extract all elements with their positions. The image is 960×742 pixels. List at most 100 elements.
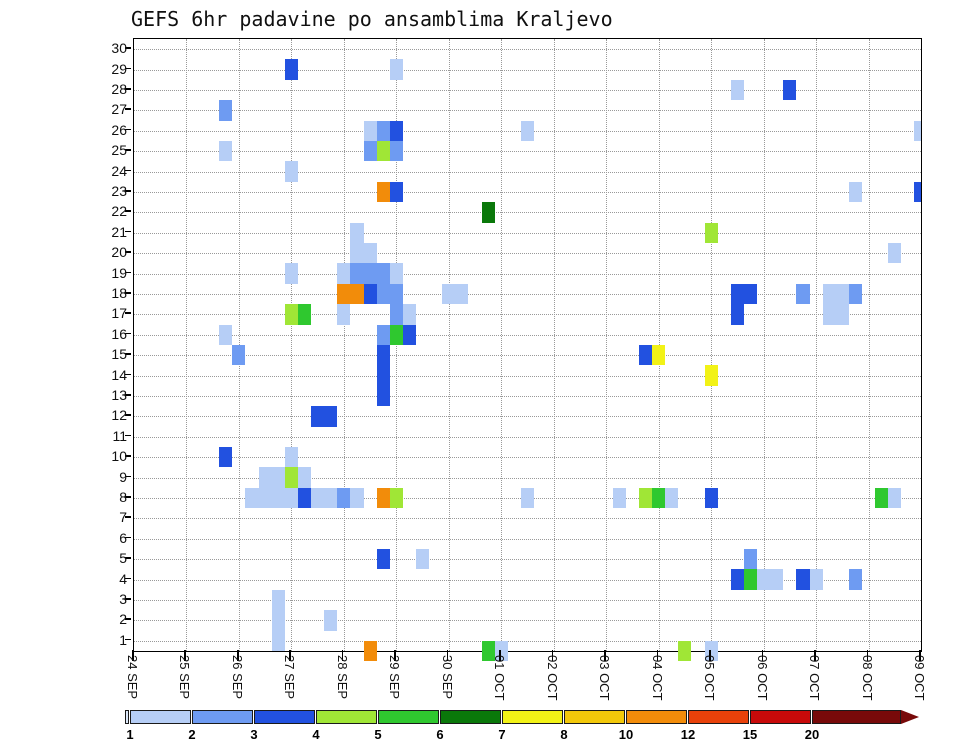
heatmap-cell: [337, 263, 351, 284]
row-gridline: [134, 477, 921, 479]
colorbar-segment: [254, 710, 315, 724]
x-axis-label: 04 OCT: [649, 655, 665, 701]
heatmap-cell: [350, 283, 364, 305]
row-gridline: [134, 151, 921, 153]
date-gridline: [816, 39, 818, 651]
heatmap-cell: [389, 120, 403, 141]
y-axis-tick: [125, 169, 131, 172]
colorbar-label: 1: [126, 727, 134, 742]
heatmap-cell: [376, 181, 390, 203]
colorbar-label: 10: [618, 727, 634, 742]
x-axis-label: 08 OCT: [859, 655, 875, 701]
date-gridline: [448, 39, 450, 651]
heatmap-cell: [271, 630, 285, 651]
heatmap-cell: [822, 304, 836, 325]
x-axis-label: 29 SEP: [387, 655, 403, 700]
heatmap-cell: [337, 283, 351, 305]
heatmap-cell: [324, 610, 338, 631]
y-axis-label: 8: [119, 489, 127, 505]
row-gridline: [134, 396, 921, 397]
heatmap-cell: [337, 304, 351, 325]
colorbar-label: 5: [374, 727, 382, 742]
heatmap-cell: [376, 345, 390, 366]
heatmap-cell: [402, 304, 416, 325]
colorbar-label: 20: [804, 727, 820, 742]
heatmap-cell: [389, 487, 403, 509]
row-gridline: [134, 212, 921, 214]
x-axis-label: 07 OCT: [807, 655, 823, 701]
heatmap-cell: [875, 487, 889, 509]
y-axis-tick: [125, 88, 131, 90]
x-axis-tick: [761, 650, 764, 661]
y-axis-tick: [125, 149, 131, 151]
colorbar-segment: [130, 710, 191, 724]
colorbar-label: 2: [188, 727, 196, 742]
y-axis-label: 26: [111, 121, 127, 138]
heatmap-cell: [232, 345, 246, 366]
y-axis-tick: [125, 638, 131, 641]
y-axis-tick: [125, 190, 131, 192]
x-axis-label: 09 OCT: [912, 655, 927, 701]
row-gridline: [134, 90, 921, 91]
row-gridline: [134, 600, 921, 601]
heatmap-cell: [704, 222, 718, 243]
heatmap-cell: [284, 467, 298, 488]
heatmap-cell: [704, 487, 718, 509]
y-axis-label: 20: [111, 244, 127, 261]
row-gridline: [134, 69, 921, 71]
colorbar-segment: [502, 710, 563, 724]
y-axis-label: 29: [111, 60, 127, 77]
y-axis-tick: [125, 292, 131, 294]
heatmap-cell: [284, 263, 298, 284]
y-axis-label: 18: [111, 285, 127, 301]
heatmap-cell: [770, 569, 784, 590]
colorbar-segment: [750, 710, 811, 724]
heatmap-cell: [888, 487, 902, 509]
heatmap-cell: [389, 181, 403, 203]
x-axis-label: 05 OCT: [702, 655, 718, 701]
y-axis-tick: [125, 128, 131, 131]
x-axis-tick: [132, 650, 134, 661]
y-axis-tick: [125, 536, 131, 539]
colorbar-segment: [626, 710, 687, 724]
y-axis-label: 28: [111, 81, 127, 97]
heatmap-cell: [743, 549, 758, 570]
heatmap-cell: [796, 283, 810, 305]
x-axis-label: 03 OCT: [597, 655, 613, 701]
heatmap-cell: [376, 141, 390, 162]
heatmap-cell: [219, 141, 233, 162]
y-axis-label: 13: [111, 387, 127, 403]
x-axis-label: 06 OCT: [754, 655, 770, 701]
y-axis-label: 7: [119, 509, 127, 526]
y-axis-label: 10: [111, 448, 127, 465]
heatmap-cell: [848, 569, 862, 590]
colorbar-segment: [564, 710, 625, 724]
heatmap-cell: [258, 487, 272, 509]
heatmap-cell: [376, 263, 390, 284]
heatmap-cell: [389, 283, 403, 305]
colorbar-segment: [440, 710, 501, 724]
heatmap-cell: [494, 640, 508, 662]
y-axis-label: 11: [112, 427, 127, 444]
x-axis-tick: [919, 650, 921, 661]
row-gridline: [134, 171, 921, 173]
heatmap-cell: [704, 640, 718, 662]
row-gridline: [134, 253, 921, 255]
heatmap-cell: [271, 467, 285, 488]
heatmap-cell: [284, 161, 298, 182]
heatmap-cell: [363, 640, 377, 662]
heatmap-cell: [848, 181, 862, 203]
x-axis-tick: [499, 650, 501, 661]
heatmap-cell: [363, 263, 377, 284]
x-axis-label: 01 OCT: [492, 655, 508, 701]
y-axis-tick: [125, 271, 131, 274]
y-axis-label: 6: [119, 529, 127, 546]
heatmap-cell: [848, 283, 862, 305]
heatmap-cell: [376, 283, 390, 305]
heatmap-cell: [297, 304, 312, 325]
heatmap-cell: [376, 385, 390, 407]
colorbar-label: 4: [312, 727, 320, 742]
x-axis-label: 28 SEP: [334, 655, 350, 700]
x-axis-tick: [866, 650, 869, 661]
y-axis-tick: [125, 108, 131, 110]
